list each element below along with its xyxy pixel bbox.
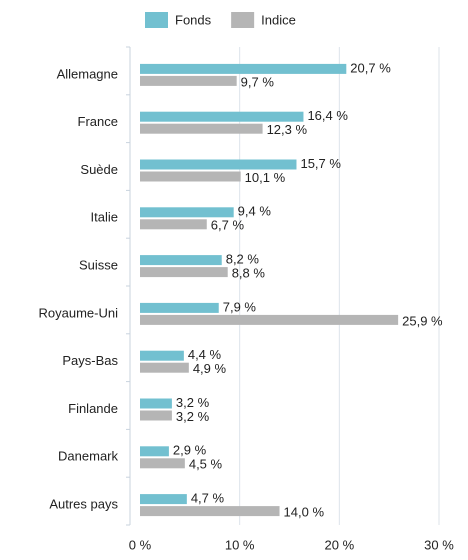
- x-tick-label: 20 %: [325, 537, 355, 552]
- value-label: 8,2 %: [226, 252, 260, 267]
- bar: [140, 159, 297, 170]
- value-label: 12,3 %: [267, 122, 308, 137]
- bar: [140, 362, 189, 373]
- category-label: Allemagne: [57, 66, 118, 81]
- bar: [140, 314, 399, 325]
- bar: [140, 111, 304, 122]
- value-label: 20,7 %: [350, 60, 391, 75]
- value-label: 7,9 %: [223, 299, 257, 314]
- bar: [140, 171, 241, 182]
- category-label: Finlande: [68, 401, 118, 416]
- value-label: 4,9 %: [193, 361, 227, 376]
- category-label: Royaume-Uni: [39, 305, 119, 320]
- bar: [140, 123, 263, 134]
- bar: [140, 207, 234, 218]
- bar: [140, 75, 237, 86]
- value-label: 3,2 %: [176, 395, 210, 410]
- bar: [140, 506, 280, 517]
- x-tick-label: 10 %: [225, 537, 255, 552]
- bar: [140, 398, 172, 409]
- legend-label: Fonds: [175, 12, 212, 27]
- bar: [140, 494, 187, 505]
- x-tick-label: 30 %: [424, 537, 454, 552]
- bar: [140, 350, 184, 361]
- value-label: 2,9 %: [173, 443, 207, 458]
- value-label: 4,5 %: [189, 457, 223, 472]
- bar: [140, 302, 219, 313]
- bar: [140, 410, 172, 421]
- bar: [140, 63, 347, 74]
- category-label: Pays-Bas: [62, 353, 118, 368]
- value-label: 4,7 %: [191, 491, 225, 506]
- bar: [140, 458, 185, 469]
- legend-swatch: [231, 12, 255, 28]
- value-label: 25,9 %: [402, 313, 443, 328]
- category-label: Danemark: [58, 449, 118, 464]
- value-label: 9,4 %: [238, 204, 272, 219]
- value-label: 10,1 %: [245, 170, 286, 185]
- bar: [140, 255, 222, 266]
- category-label: Autres pays: [49, 497, 118, 512]
- legend-swatch: [145, 12, 168, 28]
- value-label: 15,7 %: [300, 156, 341, 171]
- value-label: 3,2 %: [176, 409, 210, 424]
- bar: [140, 446, 169, 457]
- bar: [140, 219, 207, 230]
- value-label: 8,8 %: [232, 266, 266, 281]
- value-label: 9,7 %: [241, 74, 275, 89]
- bar: [140, 267, 228, 278]
- value-label: 6,7 %: [211, 218, 245, 233]
- legend-label: Indice: [261, 12, 296, 27]
- category-label: France: [78, 114, 118, 129]
- category-label: Suisse: [79, 258, 118, 273]
- value-label: 16,4 %: [307, 108, 348, 123]
- category-label: Italie: [91, 210, 118, 225]
- x-tick-label: 0 %: [129, 537, 152, 552]
- category-label: Suède: [80, 162, 118, 177]
- value-label: 4,4 %: [188, 347, 222, 362]
- value-label: 14,0 %: [284, 505, 325, 520]
